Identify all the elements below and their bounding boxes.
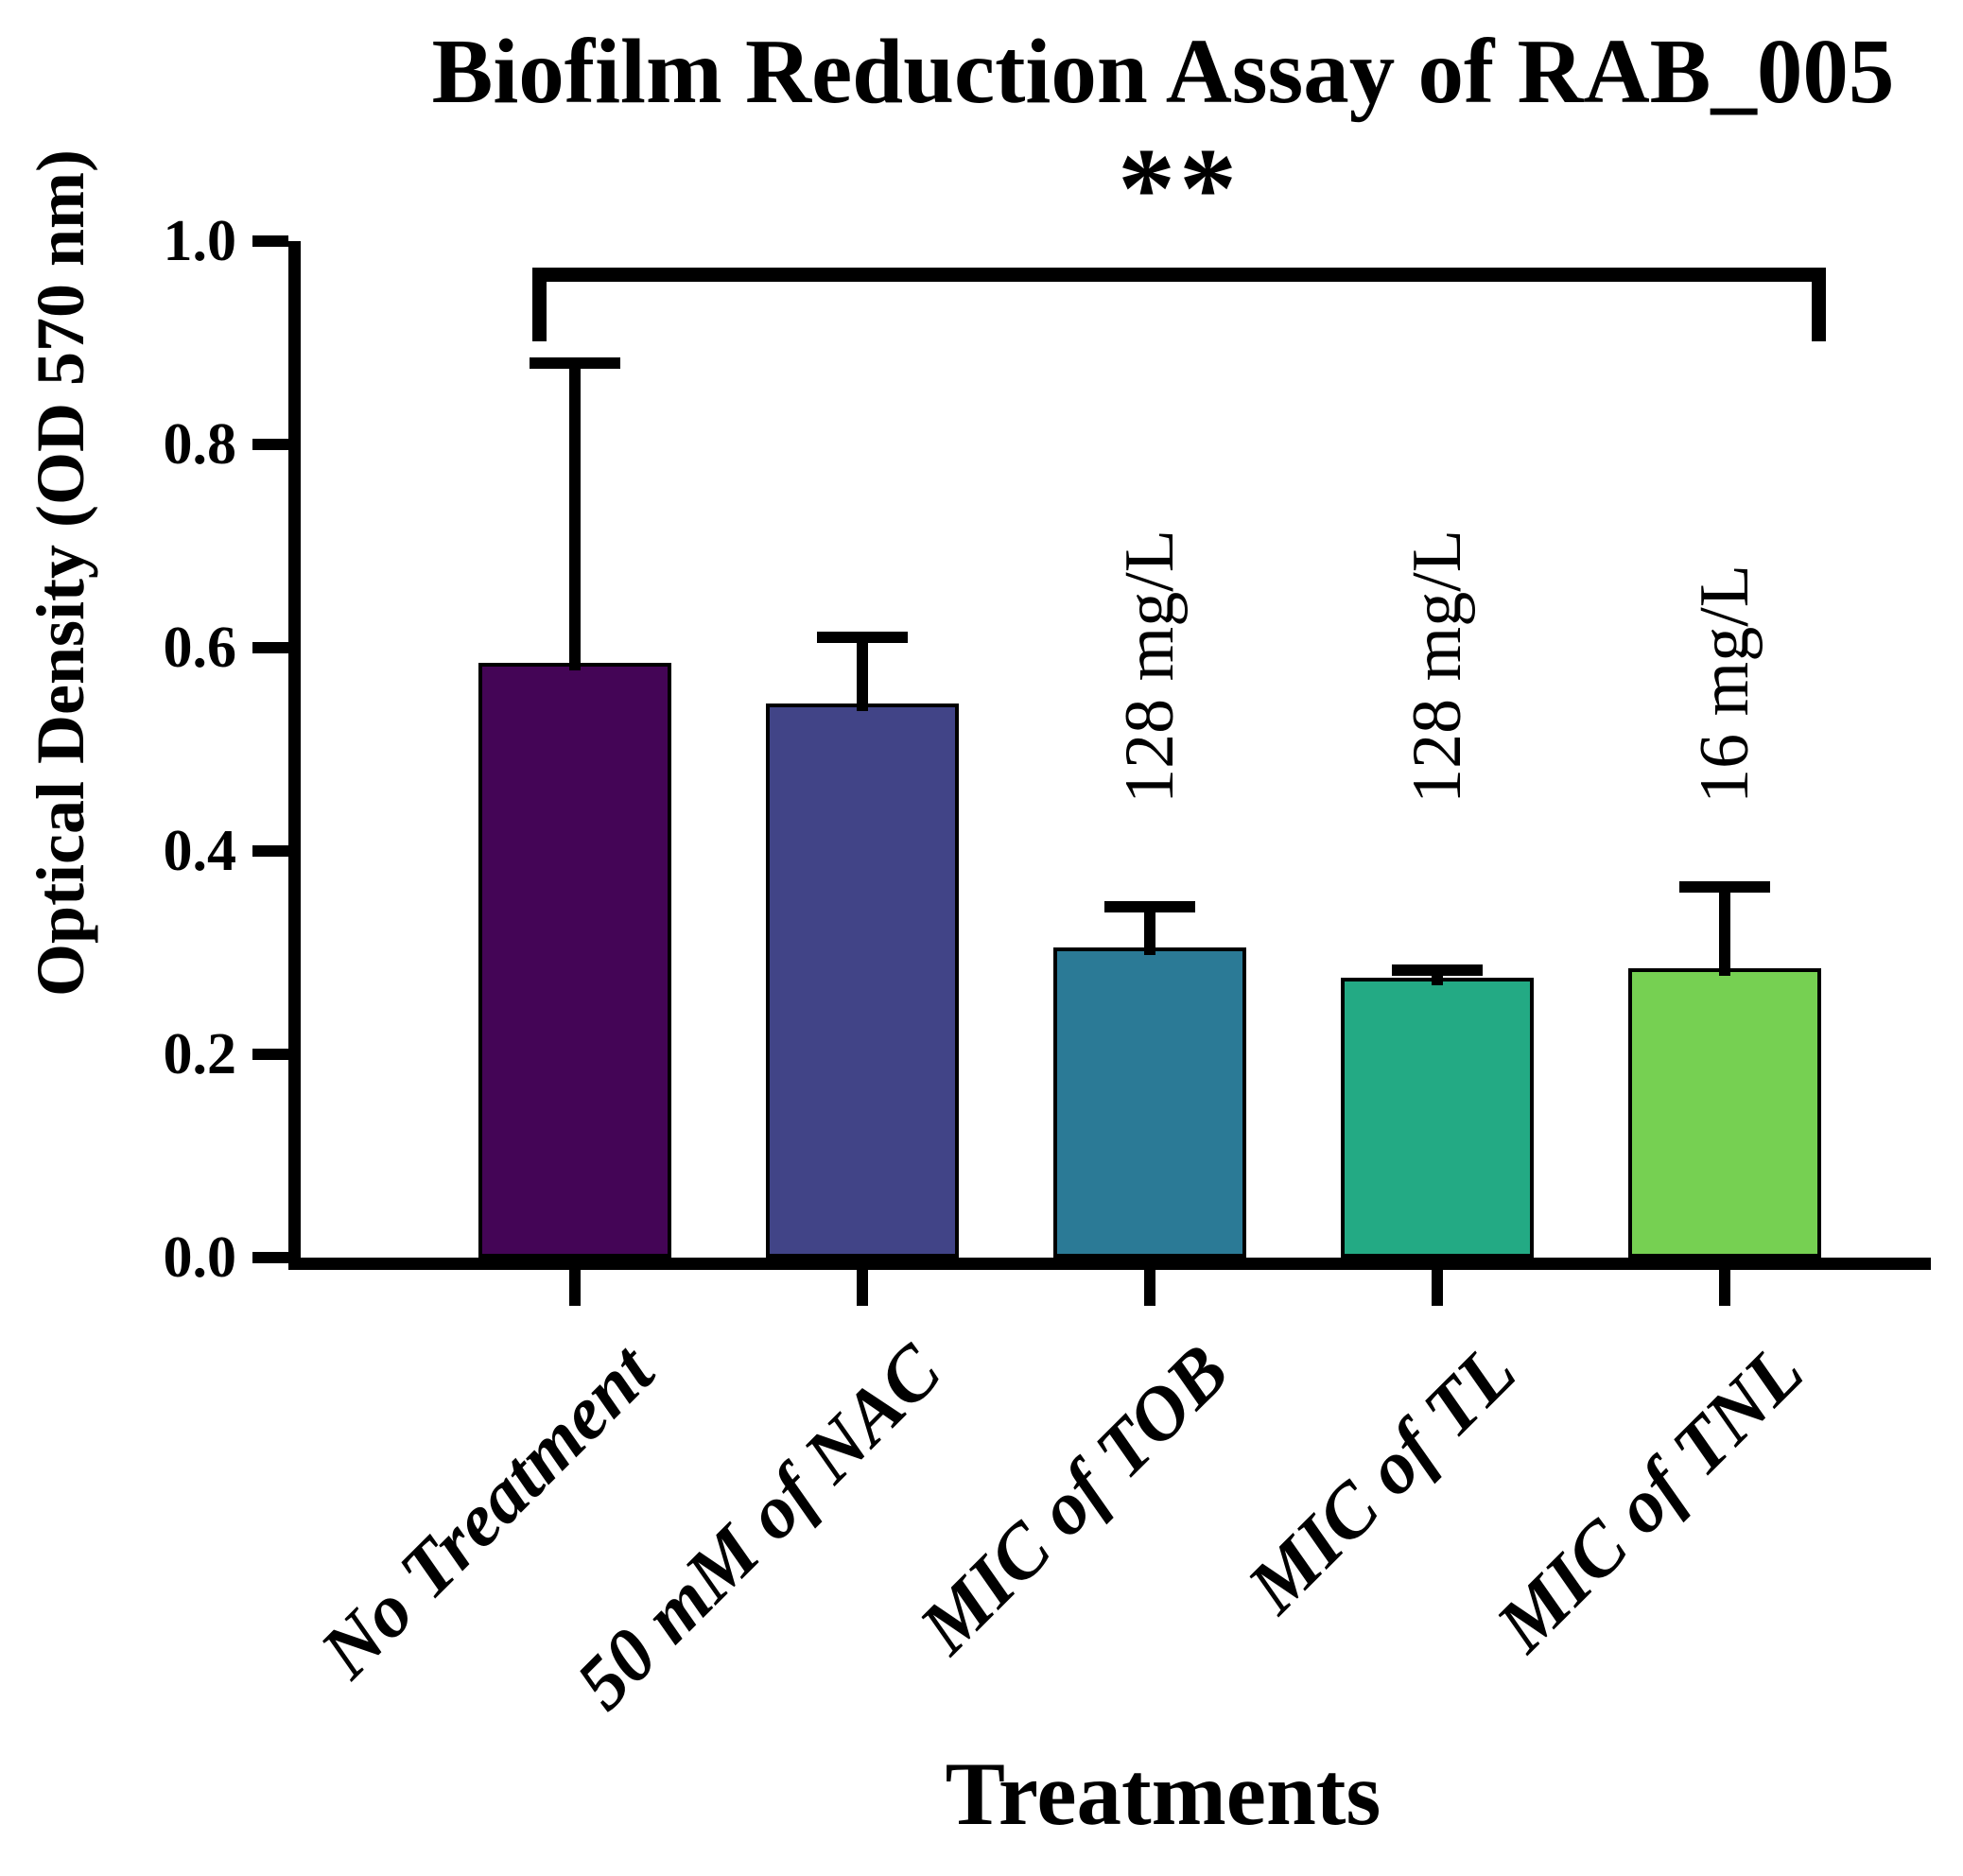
x-tick-mic-of-tob [1144, 1270, 1155, 1306]
significance-bracket-left-drop [532, 268, 547, 341]
error-bar-cap-mic-of-tnl [1679, 880, 1770, 893]
error-bar-stem-no-treatment [569, 363, 581, 671]
bar-50-mm-of-nac [766, 704, 959, 1258]
error-bar-cap-mic-of-tl [1392, 964, 1483, 976]
y-tick-0.8 [252, 439, 288, 450]
y-tick-label-0.8: 0.8 [163, 412, 237, 477]
y-tick-label-0.6: 0.6 [163, 616, 237, 680]
error-bar-stem-mic-of-tob [1144, 907, 1155, 956]
bar-no-treatment [478, 663, 671, 1258]
chart-title: Biofilm Reduction Assay of RAB_005 [431, 21, 1895, 122]
error-bar-stem-mic-of-tnl [1719, 886, 1730, 976]
error-bar-cap-no-treatment [530, 357, 620, 369]
y-tick-label-0.4: 0.4 [163, 819, 237, 883]
y-tick-0.4 [252, 845, 288, 857]
x-tick-50-mm-of-nac [857, 1270, 868, 1306]
x-axis-title: Treatments [945, 1744, 1381, 1844]
y-tick-label-0.0: 0.0 [163, 1225, 237, 1290]
y-tick-0.2 [252, 1049, 288, 1060]
error-bar-cap-50-mm-of-nac [817, 632, 908, 644]
y-tick-0.0 [252, 1252, 288, 1263]
error-bar-cap-mic-of-tob [1104, 901, 1195, 913]
significance-bracket-line [532, 268, 1826, 282]
y-tick-label-1.0: 1.0 [163, 209, 237, 273]
bar-mic-of-tob [1053, 947, 1246, 1258]
bar-annotation-mic-of-tnl: 16 mg/L [1686, 565, 1763, 804]
significance-stars: ** [1118, 125, 1241, 252]
plot-area: ** 1.0 0.8 0.6 0.4 0.2 0.0 128 mg/L 128 mg/L 16 … [164, 131, 1931, 1306]
x-tick-no-treatment [569, 1270, 581, 1306]
y-axis-line [288, 241, 301, 1270]
y-tick-label-0.2: 0.2 [163, 1022, 237, 1086]
y-tick-0.6 [252, 642, 288, 653]
bar-annotation-mic-of-tob: 128 mg/L [1111, 530, 1189, 804]
x-tick-mic-of-tnl [1719, 1270, 1730, 1306]
x-tick-mic-of-tl [1432, 1270, 1443, 1306]
bar-mic-of-tl [1341, 978, 1534, 1258]
bar-mic-of-tnl [1628, 967, 1821, 1258]
significance-bracket-right-drop [1812, 268, 1826, 341]
error-bar-stem-50-mm-of-nac [857, 637, 868, 712]
bar-annotation-mic-of-tl: 128 mg/L [1398, 530, 1476, 804]
x-axis-line [288, 1258, 1931, 1270]
y-tick-1.0 [252, 235, 288, 247]
